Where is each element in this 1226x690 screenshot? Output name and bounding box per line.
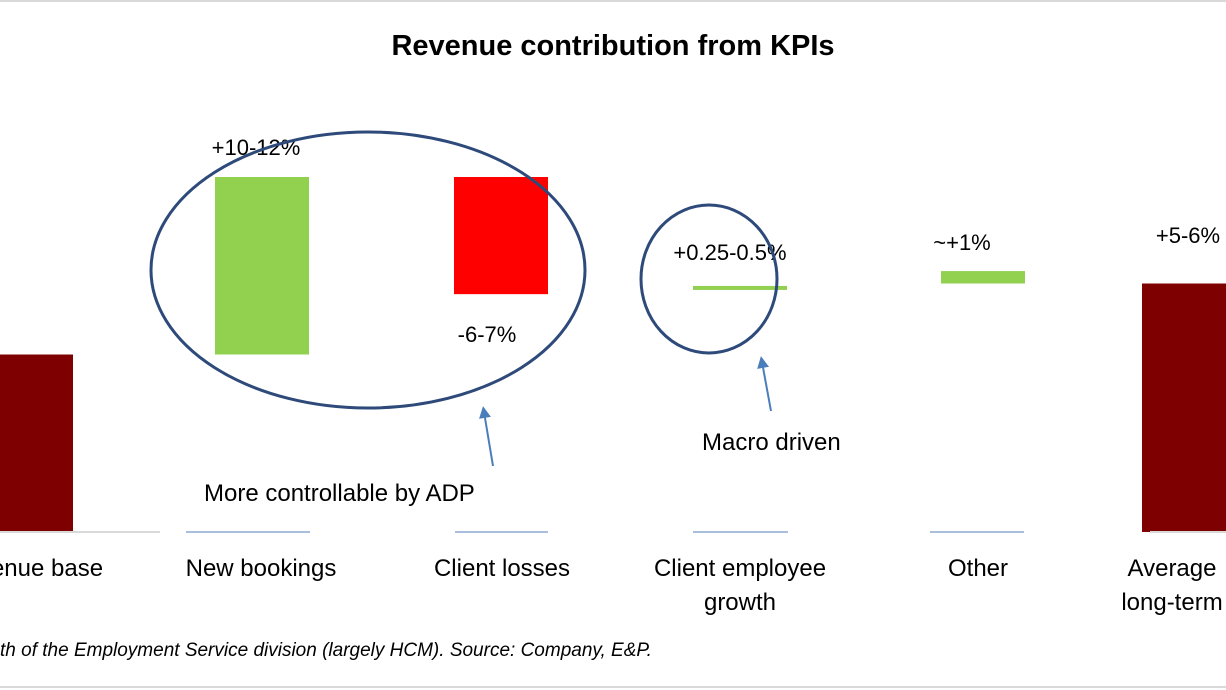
data-label: -6-7% (458, 322, 517, 347)
data-label: +5-6% (1156, 223, 1220, 248)
category-label: Other (948, 555, 1008, 582)
bar (0, 354, 73, 532)
data-label: ~+1% (933, 230, 991, 255)
category-label: Client employee growth (654, 555, 826, 616)
bar (941, 271, 1025, 284)
macro-circle (639, 203, 779, 355)
macro-arrow (757, 356, 772, 412)
bar (454, 177, 548, 295)
controllable-annotation: More controllable by ADP (204, 480, 475, 507)
bar (215, 177, 309, 355)
category-label: enue base (0, 555, 103, 582)
macro-annotation: Macro driven (702, 429, 841, 456)
data-label: +10-12% (212, 135, 301, 160)
controllable-arrow (479, 406, 494, 467)
category-label: Client losses (434, 555, 570, 582)
bar (693, 285, 787, 290)
controllable-circle (149, 130, 587, 410)
category-label: Average long-term (1121, 555, 1222, 616)
bar (1142, 283, 1226, 532)
source-note: th of the Employment Service division (l… (0, 640, 652, 661)
category-label: New bookings (186, 555, 337, 582)
chart-title: Revenue contribution from KPIs (391, 30, 834, 62)
